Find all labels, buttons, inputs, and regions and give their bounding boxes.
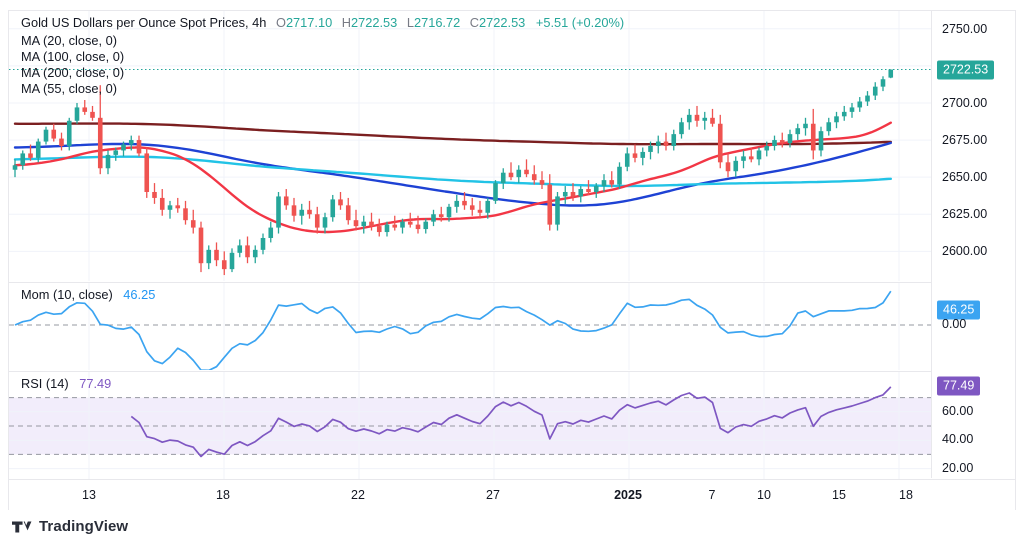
price-pane-canvas (9, 11, 931, 281)
tradingview-branding: TradingView (12, 518, 128, 535)
rsi-pane-canvas (9, 372, 931, 479)
time-axis-tick: 22 (351, 488, 365, 502)
price-axis-tick: 2650.00 (942, 170, 988, 185)
time-axis-tick: 15 (832, 488, 846, 502)
time-axis-tick: 18 (899, 488, 913, 502)
momentum-value-badge[interactable]: 46.25 (937, 300, 981, 320)
price-axis-tick: 2750.00 (942, 21, 988, 36)
tradingview-logo-icon (12, 520, 32, 533)
time-axis-tick: 2025 (614, 488, 642, 502)
last-price-badge[interactable]: 2722.53 (937, 60, 995, 80)
momentum-pane[interactable] (9, 282, 931, 370)
time-axis-tick: 10 (757, 488, 771, 502)
price-axis-tick: 2700.00 (942, 95, 988, 110)
price-axis[interactable]: 2600.00 2625.00 2650.00 2675.00 2700.00 2750.… (931, 11, 1015, 478)
time-axis-tick: 27 (486, 488, 500, 502)
time-axis[interactable]: 13 18 22 27 2025 7 10 15 18 (9, 479, 1015, 510)
time-axis-tick: 13 (82, 488, 96, 502)
time-axis-tick: 7 (708, 488, 716, 502)
chart-frame: 2600.00 2625.00 2650.00 2675.00 2700.00 2750.… (8, 10, 1016, 510)
price-axis-tick: 2625.00 (942, 207, 988, 222)
momentum-axis-tick: 0.00 (942, 317, 967, 331)
price-pane[interactable] (9, 11, 931, 281)
rsi-axis-tick: 20.00 (942, 460, 974, 475)
tradingview-wordmark: TradingView (39, 518, 129, 535)
price-axis-tick: 2600.00 (942, 244, 988, 259)
rsi-axis-tick: 60.00 (942, 403, 974, 418)
price-axis-tick: 2675.00 (942, 133, 988, 148)
momentum-pane-canvas (9, 283, 931, 370)
time-axis-tick: 18 (216, 488, 230, 502)
rsi-value-badge[interactable]: 77.49 (937, 376, 981, 396)
rsi-pane[interactable] (9, 371, 931, 479)
rsi-axis-tick: 40.00 (942, 432, 974, 447)
